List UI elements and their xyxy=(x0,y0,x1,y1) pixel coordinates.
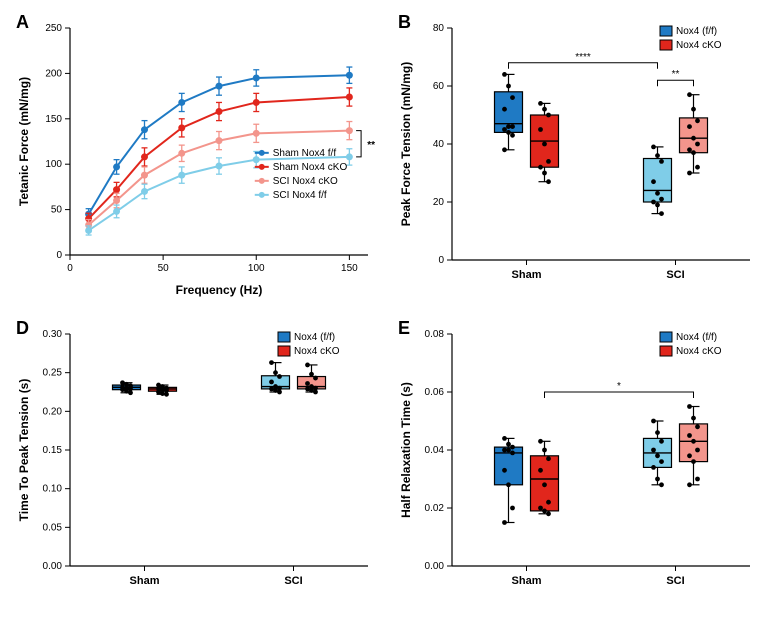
svg-text:Sham: Sham xyxy=(130,575,160,587)
svg-text:40: 40 xyxy=(433,139,445,150)
svg-text:Peak Force Tension (mN/mg): Peak Force Tension (mN/mg) xyxy=(399,62,413,226)
svg-text:0.05: 0.05 xyxy=(43,522,63,533)
svg-text:Half Relaxation Time (s): Half Relaxation Time (s) xyxy=(399,382,413,518)
svg-text:0.08: 0.08 xyxy=(425,329,445,340)
svg-text:150: 150 xyxy=(341,263,358,274)
svg-text:100: 100 xyxy=(248,263,265,274)
svg-text:Sham: Sham xyxy=(512,269,542,281)
svg-text:Nox4 cKO: Nox4 cKO xyxy=(294,346,340,357)
svg-text:****: **** xyxy=(575,52,591,63)
svg-text:Frequency (Hz): Frequency (Hz) xyxy=(176,283,263,297)
svg-text:Sham Nox4 cKO: Sham Nox4 cKO xyxy=(273,162,348,173)
svg-text:0: 0 xyxy=(56,250,62,261)
svg-text:Nox4 cKO: Nox4 cKO xyxy=(676,40,722,51)
svg-text:Nox4 (f/f): Nox4 (f/f) xyxy=(676,26,717,37)
svg-text:0.00: 0.00 xyxy=(425,561,445,572)
svg-text:Nox4 (f/f): Nox4 (f/f) xyxy=(294,332,335,343)
panel-a: A 0 50 100 150 200 250 0 50 100 150 Frequency (Hz)… xyxy=(10,10,380,304)
svg-text:50: 50 xyxy=(51,205,63,216)
panel-b: B 0 20 40 60 80 Peak Force Tension (mN/mg) Sha… xyxy=(392,10,762,304)
svg-text:SCI Nox4 cKO: SCI Nox4 cKO xyxy=(273,176,338,187)
svg-text:0.06: 0.06 xyxy=(425,387,445,398)
svg-text:SCI: SCI xyxy=(666,575,684,587)
panel-b-svg: 0 20 40 60 80 Peak Force Tension (mN/mg) Sham S… xyxy=(392,10,762,300)
panel-a-svg: 0 50 100 150 200 250 0 50 100 150 Frequency (Hz) Te… xyxy=(10,10,380,300)
svg-text:0: 0 xyxy=(67,263,73,274)
panel-d: D 0.00 0.05 0.10 0.15 0.20 0.25 0.30 Time To Pe… xyxy=(10,316,380,610)
svg-text:Nox4 cKO: Nox4 cKO xyxy=(676,346,722,357)
svg-text:**: ** xyxy=(672,69,680,80)
svg-text:SCI: SCI xyxy=(666,269,684,281)
svg-text:SCI: SCI xyxy=(284,575,302,587)
svg-text:0.15: 0.15 xyxy=(43,445,63,456)
svg-text:150: 150 xyxy=(45,114,62,125)
svg-text:Sham Nox4 f/f: Sham Nox4 f/f xyxy=(273,148,337,159)
svg-text:0.02: 0.02 xyxy=(425,503,445,514)
svg-text:Sham: Sham xyxy=(512,575,542,587)
panel-b-label: B xyxy=(398,12,411,33)
panel-e-label: E xyxy=(398,318,410,339)
svg-text:Tetanic Force (mN/mg): Tetanic Force (mN/mg) xyxy=(17,77,31,206)
svg-text:60: 60 xyxy=(433,81,445,92)
svg-text:*: * xyxy=(617,381,621,392)
svg-text:80: 80 xyxy=(433,23,445,34)
panel-a-label: A xyxy=(16,12,29,33)
svg-text:250: 250 xyxy=(45,23,62,34)
svg-text:SCI Nox4 f/f: SCI Nox4 f/f xyxy=(273,190,327,201)
svg-text:0.04: 0.04 xyxy=(425,445,445,456)
svg-text:0.30: 0.30 xyxy=(43,329,63,340)
figure-grid: A 050100150200250050100150Frequency (Hz)… xyxy=(10,10,760,609)
svg-text:200: 200 xyxy=(45,68,62,79)
panel-e: E 0.00 0.02 0.04 0.06 0.08 Half Relaxation Ti… xyxy=(392,316,762,610)
svg-text:0.10: 0.10 xyxy=(43,483,63,494)
svg-text:0.25: 0.25 xyxy=(43,367,63,378)
svg-text:0: 0 xyxy=(438,255,444,266)
svg-text:0.20: 0.20 xyxy=(43,406,63,417)
svg-text:0.00: 0.00 xyxy=(43,561,63,572)
svg-text:100: 100 xyxy=(45,159,62,170)
svg-text:**: ** xyxy=(367,140,375,151)
panel-e-svg: 0.00 0.02 0.04 0.06 0.08 Half Relaxation Time… xyxy=(392,316,762,606)
svg-text:50: 50 xyxy=(158,263,170,274)
panel-d-label: D xyxy=(16,318,29,339)
svg-text:Time To Peak Tension (s): Time To Peak Tension (s) xyxy=(17,378,31,521)
svg-text:20: 20 xyxy=(433,197,445,208)
panel-d-svg: 0.00 0.05 0.10 0.15 0.20 0.25 0.30 Time To Peak… xyxy=(10,316,380,606)
svg-text:Nox4 (f/f): Nox4 (f/f) xyxy=(676,332,717,343)
